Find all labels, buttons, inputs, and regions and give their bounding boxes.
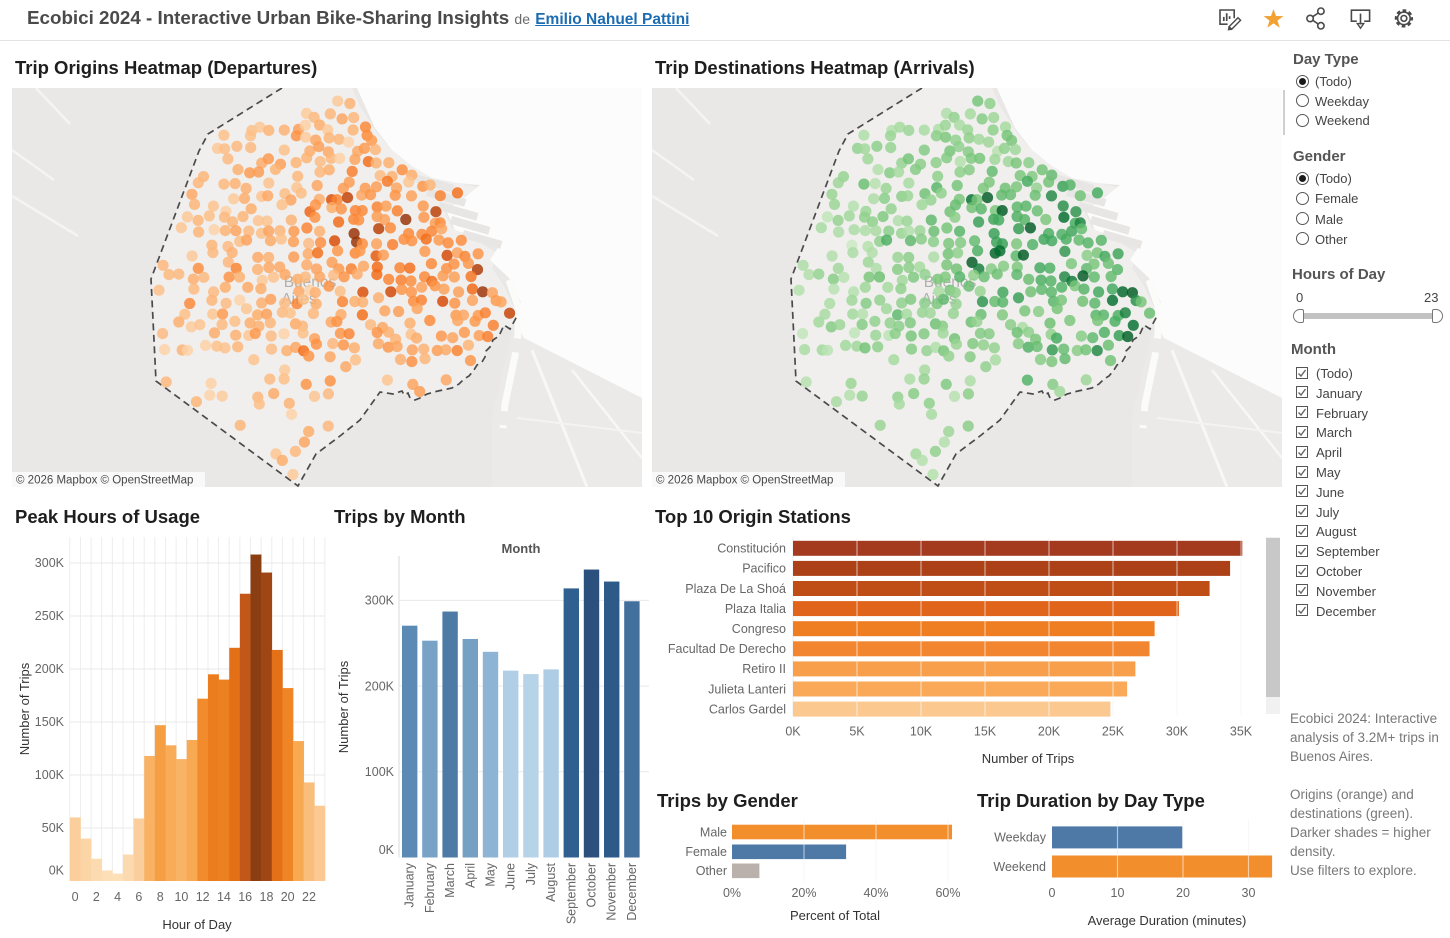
svg-text:March: March (443, 863, 457, 898)
svg-text:200K: 200K (35, 662, 65, 676)
svg-text:Male: Male (700, 825, 727, 839)
svg-text:Number of Trips: Number of Trips (17, 662, 32, 755)
svg-text:10: 10 (174, 890, 188, 904)
svg-text:20: 20 (281, 890, 295, 904)
svg-text:2: 2 (93, 890, 100, 904)
svg-text:20K: 20K (1038, 725, 1061, 739)
svg-text:February: February (423, 862, 437, 913)
svg-text:Weekday: Weekday (994, 831, 1047, 845)
svg-text:20%: 20% (791, 886, 816, 900)
svg-text:6: 6 (135, 890, 142, 904)
svg-text:250K: 250K (35, 609, 65, 623)
svg-text:8: 8 (157, 890, 164, 904)
svg-text:10K: 10K (910, 725, 933, 739)
svg-text:50K: 50K (42, 821, 65, 835)
svg-text:15K: 15K (974, 725, 997, 739)
svg-text:14: 14 (217, 890, 231, 904)
svg-text:© 2026 Mapbox © OpenStreetMap: © 2026 Mapbox © OpenStreetMap (656, 475, 833, 487)
svg-text:Hour of Day: Hour of Day (162, 917, 232, 932)
svg-text:December: December (625, 863, 639, 921)
svg-text:0K: 0K (785, 725, 801, 739)
svg-text:November: November (605, 863, 619, 921)
svg-text:0%: 0% (723, 886, 741, 900)
svg-text:Female: Female (685, 845, 727, 859)
svg-text:Plaza Italia: Plaza Italia (725, 602, 786, 616)
svg-text:Percent of Total: Percent of Total (790, 908, 880, 923)
svg-text:300K: 300K (35, 556, 65, 570)
svg-text:0: 0 (72, 890, 79, 904)
svg-text:30K: 30K (1166, 725, 1189, 739)
svg-text:25K: 25K (1102, 725, 1125, 739)
svg-text:Pacifico: Pacifico (742, 562, 786, 576)
svg-text:September: September (564, 863, 578, 924)
svg-text:200K: 200K (365, 679, 395, 693)
svg-text:Retiro II: Retiro II (742, 662, 786, 676)
svg-text:16: 16 (238, 890, 252, 904)
svg-text:35K: 35K (1230, 725, 1253, 739)
svg-text:Constitución: Constitución (717, 542, 786, 556)
svg-text:0K: 0K (379, 843, 395, 857)
svg-text:Congreso: Congreso (732, 622, 786, 636)
svg-text:August: August (544, 862, 558, 901)
svg-text:40%: 40% (863, 886, 888, 900)
svg-text:Other: Other (696, 864, 727, 878)
svg-text:0: 0 (1049, 886, 1056, 900)
svg-text:© 2026 Mapbox © OpenStreetMap: © 2026 Mapbox © OpenStreetMap (16, 475, 193, 487)
svg-text:July: July (524, 862, 538, 885)
svg-text:Plaza De La Shoá: Plaza De La Shoá (685, 582, 786, 596)
svg-text:Number of Trips: Number of Trips (982, 751, 1075, 766)
svg-text:Facultad De Derecho: Facultad De Derecho (668, 642, 786, 656)
svg-text:June: June (504, 863, 518, 890)
svg-text:300K: 300K (365, 594, 395, 608)
svg-text:Weekend: Weekend (993, 860, 1046, 874)
svg-text:5K: 5K (849, 725, 865, 739)
svg-text:Julieta Lanteri: Julieta Lanteri (708, 682, 786, 696)
svg-text:10: 10 (1111, 886, 1125, 900)
svg-text:May: May (484, 862, 498, 886)
svg-text:0K: 0K (49, 864, 65, 878)
svg-text:January: January (403, 862, 417, 907)
svg-text:30: 30 (1242, 886, 1256, 900)
svg-text:150K: 150K (35, 715, 65, 729)
svg-text:60%: 60% (935, 886, 960, 900)
svg-text:Number of Trips: Number of Trips (336, 660, 351, 753)
svg-text:18: 18 (260, 890, 274, 904)
svg-text:100K: 100K (35, 768, 65, 782)
svg-text:22: 22 (302, 890, 316, 904)
svg-text:October: October (585, 863, 599, 907)
svg-text:12: 12 (196, 890, 210, 904)
svg-text:Month: Month (502, 541, 541, 556)
svg-text:4: 4 (114, 890, 121, 904)
svg-text:Average Duration (minutes): Average Duration (minutes) (1088, 913, 1247, 928)
svg-text:Carlos Gardel: Carlos Gardel (709, 702, 786, 716)
svg-text:100K: 100K (365, 765, 395, 779)
svg-text:April: April (463, 863, 477, 888)
svg-text:20: 20 (1176, 886, 1190, 900)
